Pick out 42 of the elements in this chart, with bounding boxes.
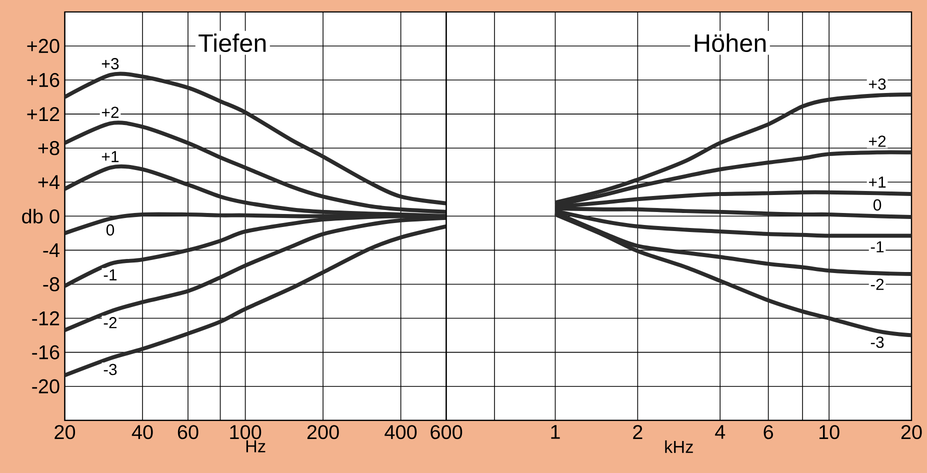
- x-tick-label: 100: [230, 424, 262, 440]
- y-tick-label: -20: [32, 379, 60, 394]
- x-axis-title: Hz: [246, 440, 266, 452]
- y-tick-label: db 0: [22, 208, 60, 224]
- x-tick-label: 1: [551, 424, 560, 439]
- series-label: +3: [868, 78, 886, 90]
- text: Tiefen: [198, 33, 266, 52]
- x-tick-label: 4: [715, 424, 726, 439]
- series-label: +3: [102, 58, 119, 70]
- text: Höhen: [694, 33, 766, 52]
- y-tick-label: +16: [27, 72, 60, 87]
- y-tick-label: +20: [27, 38, 60, 53]
- series-label: +2: [102, 106, 119, 118]
- x-tick-label: 10: [820, 424, 840, 440]
- series-label: -3: [870, 336, 884, 348]
- series-label: -1: [870, 241, 884, 252]
- series-label: -2: [870, 278, 884, 290]
- x-tick-label: 400: [384, 424, 417, 440]
- series-label: +1: [102, 151, 119, 162]
- x-tick-label: 20: [901, 424, 922, 440]
- y-tick-label: +12: [27, 107, 60, 121]
- series-label: -2: [104, 316, 117, 328]
- x-tick-label: 6: [764, 424, 773, 440]
- y-tick-label: -8: [43, 277, 60, 292]
- y-tick-label: +4: [38, 175, 60, 189]
- y-tick-label: +8: [38, 140, 60, 156]
- y-tick-label: -4: [43, 243, 60, 257]
- series-label: +2: [868, 136, 886, 147]
- x-tick-label: 2: [633, 424, 642, 439]
- series-label: -3: [104, 364, 117, 376]
- x-tick-label: 20: [54, 424, 76, 440]
- x-tick-label: 200: [307, 424, 339, 440]
- x-tick-label: 40: [132, 424, 153, 440]
- series-label: 0: [106, 224, 114, 236]
- series-label: -1: [104, 269, 117, 280]
- x-tick-label: 600: [430, 424, 462, 440]
- series-label: +1: [868, 176, 886, 188]
- y-tick-label: -16: [32, 345, 60, 360]
- series-label: 0: [873, 199, 882, 210]
- y-tick-label: -12: [32, 311, 60, 326]
- x-tick-label: 60: [178, 424, 198, 440]
- x-axis-title: kHz: [665, 440, 693, 453]
